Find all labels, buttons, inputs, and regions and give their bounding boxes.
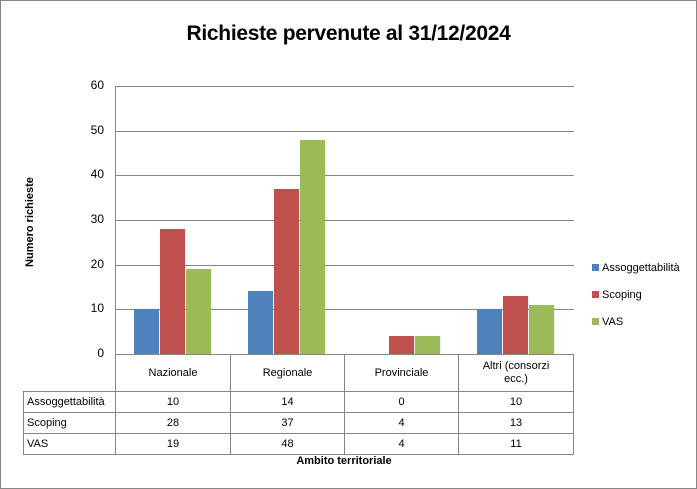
bar-assoggettabilit-3 [477, 309, 503, 354]
legend-item: VAS [592, 314, 680, 329]
chart-title: Richieste pervenute al 31/12/2024 [186, 22, 511, 45]
table-cell: 10 [115, 391, 231, 413]
legend-swatch-icon [592, 318, 599, 325]
table-cell: 37 [230, 412, 345, 434]
bar-vas-3 [529, 304, 555, 354]
table-row-label: VAS [23, 433, 116, 455]
gridline [116, 175, 574, 177]
table-cell: 13 [458, 412, 574, 434]
table-cell: 10 [458, 391, 574, 413]
gridline [116, 220, 574, 221]
table-cell: 11 [458, 433, 574, 455]
gridline [116, 86, 574, 87]
bar-vas-1 [300, 139, 326, 354]
bar-assoggettabilit-0 [133, 309, 159, 354]
plot-area [115, 86, 574, 355]
table-cell: 0 [344, 391, 459, 413]
table-header-cell: Altri (consorzi ecc.) [458, 354, 574, 392]
y-tick-label: 40 [90, 167, 104, 182]
bar-assoggettabilit-1 [248, 291, 274, 354]
y-tick-label: 60 [90, 78, 104, 92]
bar-scoping-3 [503, 295, 529, 354]
y-tick-label: 20 [90, 256, 104, 271]
legend-label: Assoggettabilità [602, 261, 680, 274]
table-cell: 4 [344, 412, 459, 434]
legend-label: Scoping [602, 288, 642, 301]
legend-item: Scoping [592, 287, 680, 302]
legend-item: Assoggettabilità [592, 260, 680, 275]
legend-swatch-icon [592, 264, 599, 271]
table-row-label: Assoggettabilità [23, 391, 116, 413]
bar-scoping-0 [159, 228, 185, 354]
y-tick-label: 50 [90, 122, 104, 137]
y-axis-label: Numero richieste [24, 177, 36, 267]
gridline [116, 130, 574, 132]
table-header-cell: Regionale [230, 354, 345, 392]
table-header-cell: Nazionale [115, 354, 231, 392]
table-cell: 48 [230, 433, 345, 455]
y-tick-label: 10 [90, 301, 104, 316]
table-cell: 14 [230, 391, 345, 413]
table-cell: 19 [115, 433, 231, 455]
gridline [116, 264, 574, 266]
x-axis-label: Ambito territoriale [296, 455, 392, 467]
table-cell: 4 [344, 433, 459, 455]
table-cell: 28 [115, 412, 231, 434]
y-tick-label: 30 [90, 212, 104, 226]
gridline [116, 309, 574, 311]
legend-label: VAS [602, 315, 624, 328]
bar-vas-0 [185, 269, 211, 354]
table-row-label: Scoping [23, 412, 116, 434]
table-header-cell: Provinciale [344, 354, 459, 392]
bar-vas-2 [414, 336, 440, 354]
legend-swatch-icon [592, 291, 599, 298]
bar-scoping-2 [388, 336, 414, 354]
bar-scoping-1 [274, 188, 300, 354]
legend: Assoggettabilità Scoping VAS [592, 260, 680, 341]
y-tick-label: 0 [97, 346, 104, 360]
